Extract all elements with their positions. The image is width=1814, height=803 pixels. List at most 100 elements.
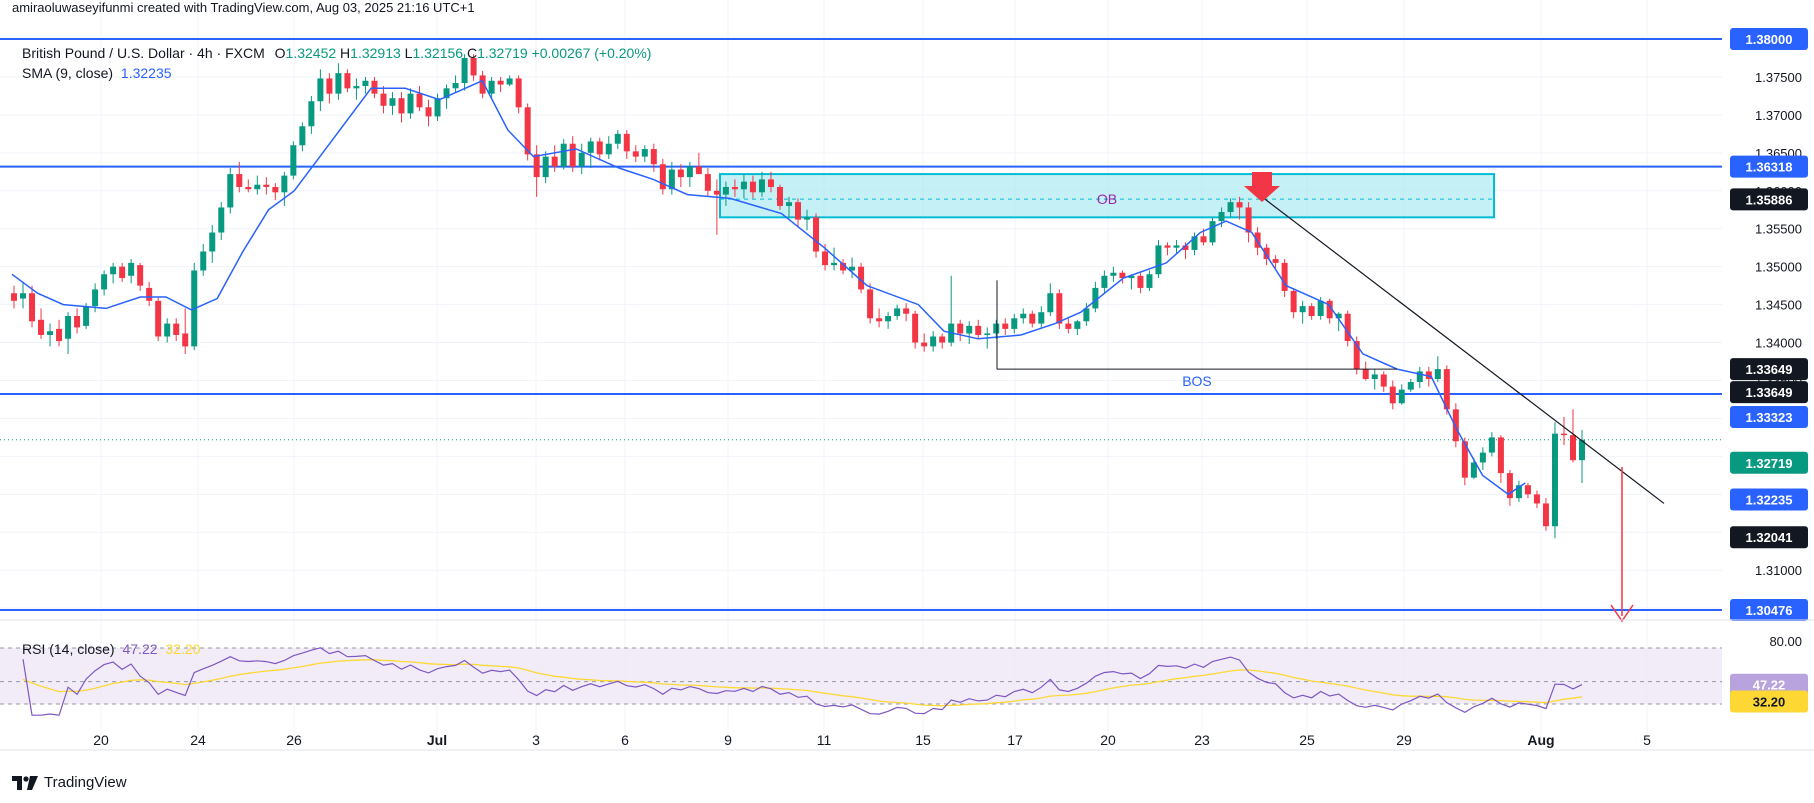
candle-body (623, 133, 630, 152)
time-tick-label: 29 (1396, 732, 1412, 748)
candle-body (389, 98, 396, 106)
candle-body (317, 78, 324, 102)
candle-body (785, 202, 792, 206)
candle-body (20, 293, 27, 299)
candle-body (1227, 202, 1234, 213)
price-label-box (1730, 526, 1808, 549)
sma-legend-label: SMA (9, close) (22, 65, 114, 81)
candle-body (858, 266, 865, 290)
candle-body (398, 98, 405, 114)
time-axis[interactable]: 20 24 26 Jul 3 6 9 11 15 17 20 23 25 29 Aug 5 (0, 732, 1814, 751)
time-tick-label: 9 (724, 732, 732, 748)
candle-body (804, 217, 811, 220)
candle-body (92, 289, 99, 307)
candle-body (1263, 247, 1270, 260)
candle-body (461, 57, 468, 84)
candle-body (677, 169, 684, 178)
candle-body (452, 83, 459, 89)
candle-body (497, 80, 504, 85)
price-label-text: 1.33649 (1746, 362, 1793, 377)
symbol-title[interactable]: British Pound / U.S. Dollar · 4h · FXCM (22, 45, 265, 61)
candle-body (137, 265, 144, 286)
candle-body (1038, 312, 1045, 324)
candle-body (921, 342, 928, 347)
candle-body (740, 181, 747, 190)
candle-body (1146, 274, 1153, 288)
candle-body (1542, 503, 1549, 527)
candle-body (831, 262, 838, 266)
ohlc-close-label: C (466, 45, 478, 61)
candle-body (650, 149, 657, 165)
time-tick-label: 23 (1194, 732, 1210, 748)
candle-body (1344, 313, 1351, 342)
candle-body (1389, 386, 1396, 404)
candle-body (1065, 323, 1072, 329)
candle-body (1290, 290, 1297, 313)
candle-body (524, 107, 531, 155)
candle-body (1524, 485, 1531, 495)
candle-body (254, 184, 261, 190)
candle-body (146, 287, 153, 301)
candle-body (1461, 441, 1468, 478)
candle-body (849, 266, 856, 271)
ohlc-open-label: O (274, 45, 286, 61)
candle-body (551, 156, 558, 167)
candle-body (443, 88, 450, 99)
candle-body (371, 80, 378, 94)
rsi-legend-ma: 32.20 (165, 641, 201, 657)
candle-body (704, 174, 711, 191)
attribution-line: amiraoluwaseyifunmi created with Trading… (12, 0, 475, 15)
candle-body (308, 101, 315, 127)
candle-body (209, 232, 216, 252)
annotations: BOS (996, 172, 1665, 623)
time-tick-label: 5 (1643, 732, 1651, 748)
candle-body (1128, 275, 1135, 279)
order-block[interactable]: OB (719, 173, 1495, 219)
candle-body (1308, 306, 1315, 317)
candle-body (182, 333, 189, 347)
candle-body (1236, 202, 1243, 208)
sma-legend[interactable]: SMA (9, close) 1.32235 (22, 65, 172, 81)
candle-body (1056, 293, 1063, 324)
rsi-value-box (1730, 673, 1808, 696)
candle-body (1092, 287, 1099, 309)
candle-body (1299, 306, 1306, 313)
candle-body (1371, 374, 1378, 379)
candle-body (1443, 369, 1450, 410)
candle-body (1218, 212, 1225, 222)
ohlc-low-label: L (404, 45, 413, 61)
candle-body (155, 300, 162, 337)
candle-body (1002, 323, 1009, 329)
tradingview-logo[interactable]: TradingView (12, 774, 127, 791)
sma-legend-value: 1.32235 (120, 65, 172, 81)
rsi-legend[interactable]: RSI (14, close) 47.22 32.20 (22, 641, 200, 657)
brand-name: TradingView (44, 774, 127, 791)
price-axis[interactable]: 1.380001.375001.370001.365001.360001.355… (1722, 0, 1814, 803)
candle-body (200, 251, 207, 271)
candle-body (1200, 236, 1207, 243)
price-tick-label: 1.35500 (1755, 222, 1802, 237)
time-tick-label: 6 (621, 732, 629, 748)
candle-body (713, 190, 720, 195)
candle-body (245, 186, 252, 190)
candle-body (1497, 437, 1504, 474)
candle-body (407, 93, 414, 114)
price-label-box (1730, 155, 1808, 178)
price-tick-label: 1.31000 (1755, 563, 1802, 578)
candle-body (795, 202, 801, 220)
candle-body (840, 262, 847, 271)
candle-body (434, 98, 441, 117)
candle-body (1047, 293, 1054, 313)
candle-body (1191, 236, 1198, 250)
rsi-value-text: 47.22 (1753, 678, 1786, 693)
candle-body (74, 316, 81, 328)
price-label-box (1730, 28, 1808, 50)
candle-body (957, 323, 964, 334)
rsi-band (0, 648, 1722, 704)
price-label-text: 1.32235 (1746, 493, 1793, 508)
candle-body (110, 266, 117, 275)
price-tick-label: 1.34000 (1755, 336, 1802, 351)
candle-body (83, 306, 90, 326)
price-label-text: 1.33649 (1746, 385, 1793, 400)
